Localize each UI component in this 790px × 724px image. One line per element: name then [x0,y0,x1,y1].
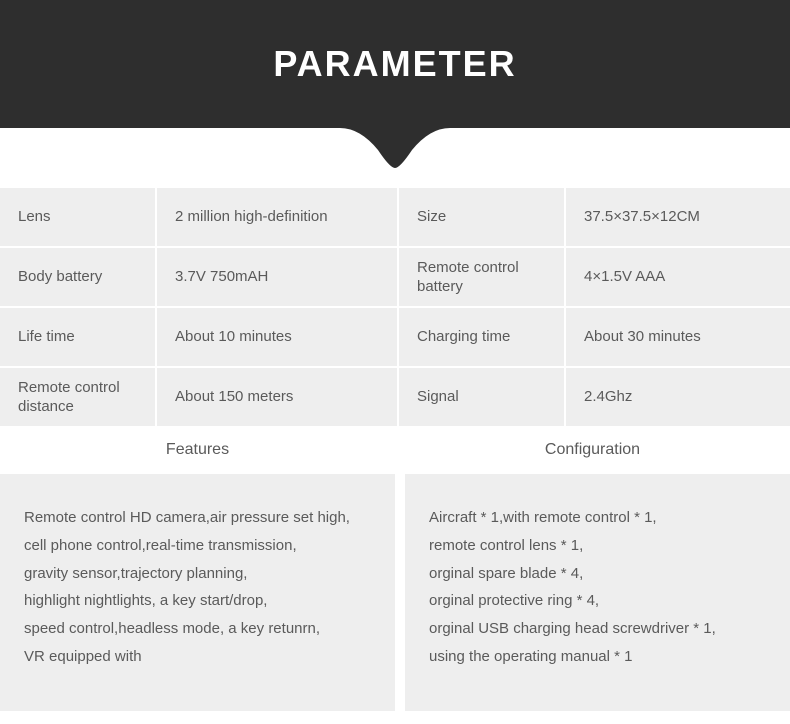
spec-label: Charging time [399,308,564,366]
spec-label: Body battery [0,248,155,306]
spec-table: Lens 2 million high-definition Size 37.5… [0,188,790,426]
spec-value: 37.5×37.5×12CM [566,188,790,246]
spec-label: Remote control distance [0,368,155,426]
spec-label: Life time [0,308,155,366]
spec-label: Lens [0,188,155,246]
configuration-body: Aircraft * 1,with remote control * 1,rem… [395,474,790,711]
header-banner: PARAMETER [0,0,790,128]
features-header: Features [0,426,395,474]
spec-value: 2.4Ghz [566,368,790,426]
spec-label: Signal [399,368,564,426]
page-title: PARAMETER [273,43,516,85]
spec-value: About 30 minutes [566,308,790,366]
spec-label: Size [399,188,564,246]
section-bodies: Remote control HD camera,air pressure se… [0,474,790,711]
configuration-header: Configuration [395,426,790,474]
spec-value: 2 million high-definition [157,188,397,246]
section-headers: Features Configuration [0,426,790,474]
spec-value: 3.7V 750mAH [157,248,397,306]
features-body: Remote control HD camera,air pressure se… [0,474,395,711]
spec-label: Remote control battery [399,248,564,306]
spec-value: About 150 meters [157,368,397,426]
spec-value: About 10 minutes [157,308,397,366]
spec-value: 4×1.5V AAA [566,248,790,306]
